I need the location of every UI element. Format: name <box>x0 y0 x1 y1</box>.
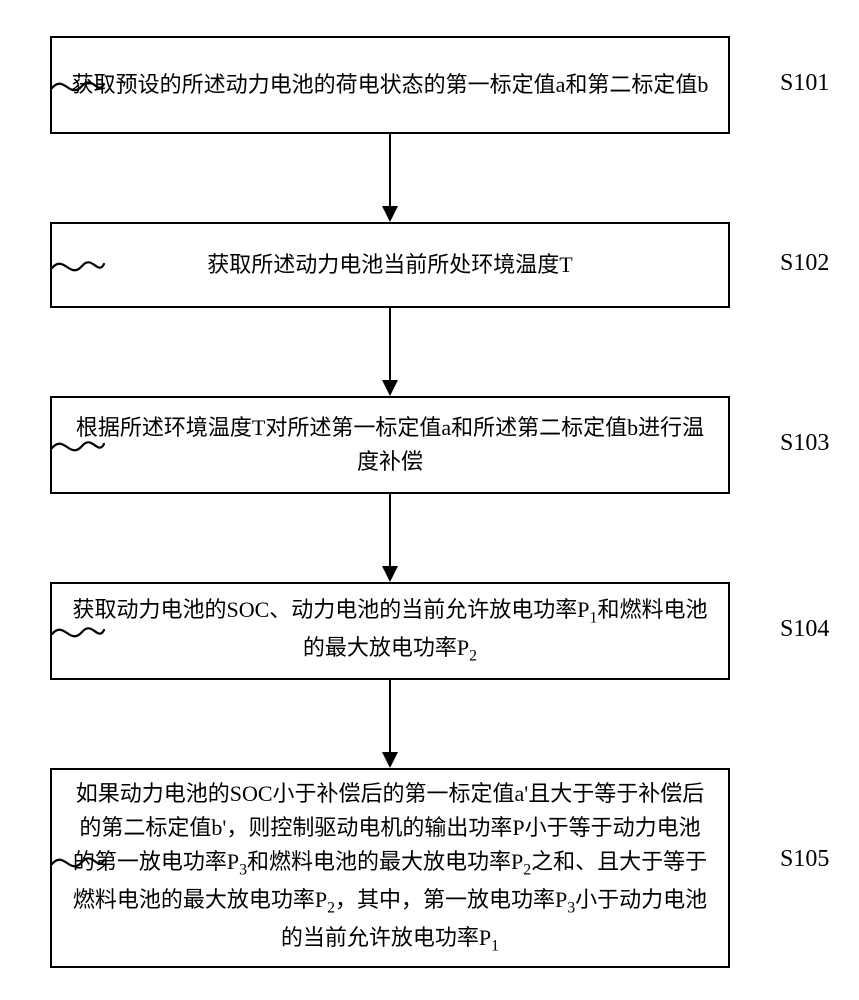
step-label-s105: S105 <box>780 846 829 873</box>
label-text: S104 <box>780 616 829 643</box>
label-text: S102 <box>780 250 829 277</box>
label-text: S103 <box>780 430 829 457</box>
arrow <box>50 680 730 768</box>
step-s103: 根据所述环境温度T对所述第一标定值a和所述第二标定值b进行温度补偿 <box>50 396 730 494</box>
step-s104: 获取动力电池的SOC、动力电池的当前允许放电功率P1和燃料电池的最大放电功率P2 <box>50 582 730 680</box>
step-text: 获取动力电池的SOC、动力电池的当前允许放电功率P1和燃料电池的最大放电功率P2 <box>70 593 710 669</box>
flowchart: 获取预设的所述动力电池的荷电状态的第一标定值a和第二标定值b S101 获取所述… <box>50 36 810 968</box>
arrow <box>50 494 730 582</box>
connector-tilde <box>50 616 106 646</box>
step-s102: 获取所述动力电池当前所处环境温度T <box>50 222 730 308</box>
step-s101: 获取预设的所述动力电池的荷电状态的第一标定值a和第二标定值b <box>50 36 730 134</box>
step-label-s104: S104 <box>780 616 829 643</box>
step-s105: 如果动力电池的SOC小于补偿后的第一标定值a'且大于等于补偿后的第二标定值b'，… <box>50 768 730 968</box>
step-text: 获取所述动力电池当前所处环境温度T <box>207 248 572 282</box>
label-text: S101 <box>780 70 829 97</box>
arrow <box>50 134 730 222</box>
connector-tilde <box>50 846 106 876</box>
arrow <box>50 308 730 396</box>
step-text: 获取预设的所述动力电池的荷电状态的第一标定值a和第二标定值b <box>72 68 709 102</box>
step-label-s101: S101 <box>780 70 829 97</box>
step-text: 如果动力电池的SOC小于补偿后的第一标定值a'且大于等于补偿后的第二标定值b'，… <box>70 777 710 959</box>
connector-tilde <box>50 70 106 100</box>
connector-tilde <box>50 430 106 460</box>
step-label-s103: S103 <box>780 430 829 457</box>
step-label-s102: S102 <box>780 250 829 277</box>
step-text: 根据所述环境温度T对所述第一标定值a和所述第二标定值b进行温度补偿 <box>70 411 710 479</box>
label-text: S105 <box>780 846 829 873</box>
connector-tilde <box>50 250 106 280</box>
